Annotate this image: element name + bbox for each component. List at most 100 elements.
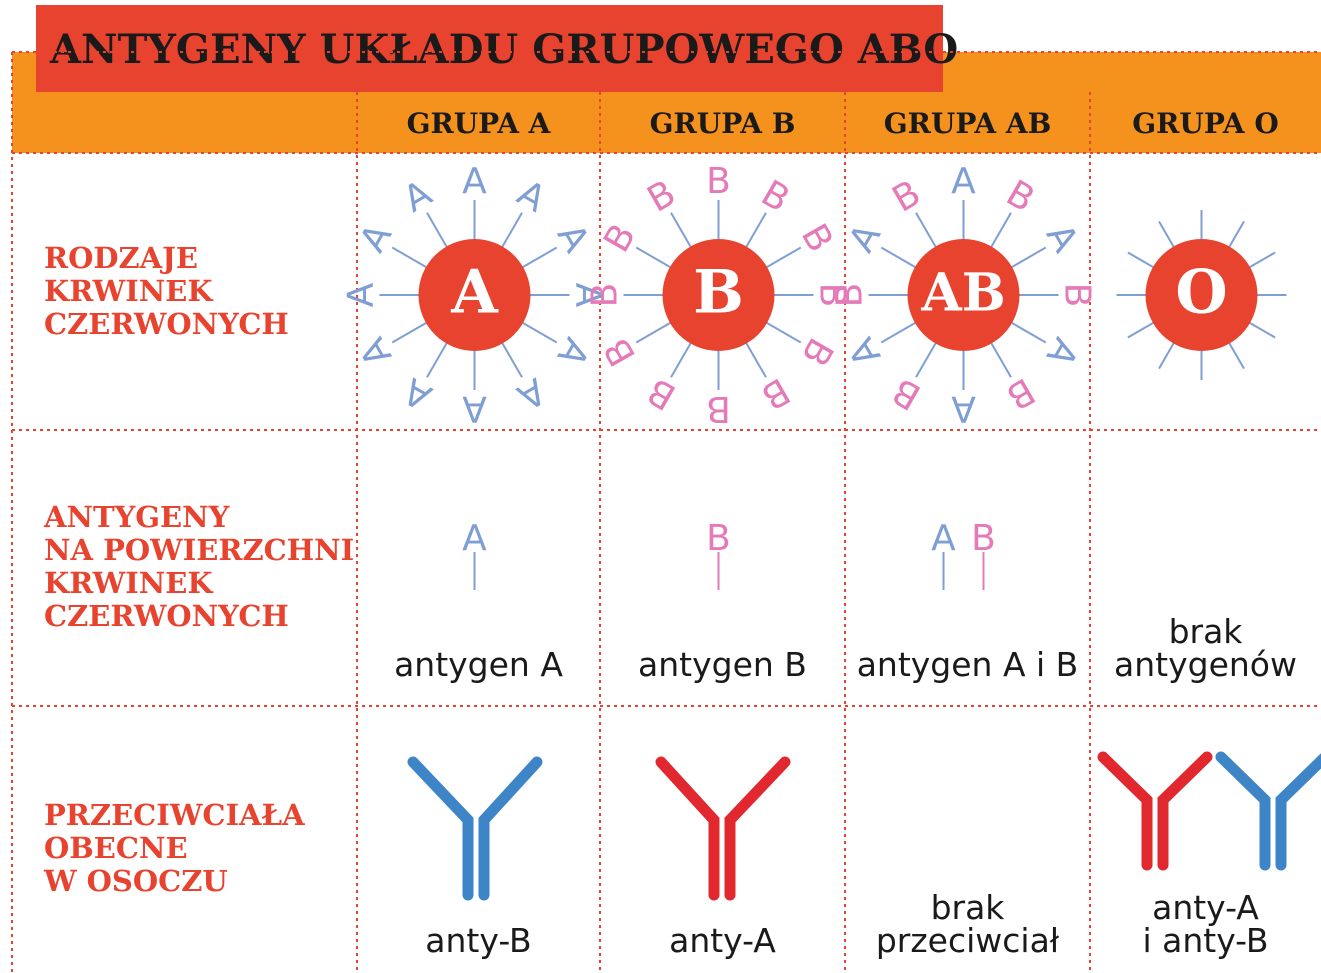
antigen-letter: A xyxy=(352,217,400,259)
antigen-letter: B xyxy=(585,283,626,308)
antigen-letter: B xyxy=(886,173,928,221)
spike xyxy=(517,319,558,344)
row-label: PRZECIWCIAŁA xyxy=(44,798,305,832)
row-label: CZERWONYCH xyxy=(44,307,289,341)
spike xyxy=(670,212,695,253)
antigen-letter: A xyxy=(1038,217,1086,259)
cell-label: O xyxy=(1175,258,1227,328)
antigen-letter: B xyxy=(706,388,731,429)
row-label: KRWINEK xyxy=(44,274,214,308)
antigen-text: brak xyxy=(1169,612,1244,651)
antigen-letter: A xyxy=(341,282,382,307)
antigen-symbol: B xyxy=(971,518,996,559)
spike xyxy=(498,212,523,253)
column-header: GRUPA O xyxy=(1132,107,1278,140)
column-header: GRUPA A xyxy=(407,107,552,140)
antigen-letter: A xyxy=(568,283,609,308)
red-cell xyxy=(662,239,775,351)
antigen-letter: A xyxy=(841,331,889,373)
antigen-letter: B xyxy=(999,369,1041,417)
spike xyxy=(635,246,676,271)
spike xyxy=(391,246,432,271)
cell-label: B xyxy=(693,258,744,328)
column-header: GRUPA AB xyxy=(884,107,1051,140)
antibody-text: brak xyxy=(931,888,1006,927)
antigen-letter: B xyxy=(793,331,841,373)
antigen-text: antygen B xyxy=(638,645,807,684)
antigen-text: antygen A i B xyxy=(857,645,1079,684)
row-label: CZERWONYCH xyxy=(44,599,289,633)
red-cell xyxy=(1145,239,1258,351)
antigen-text: antygen A xyxy=(394,645,563,684)
antigen-letter: A xyxy=(462,161,487,202)
antibody-text: anty-B xyxy=(425,921,531,960)
antigen-letter: A xyxy=(841,217,889,259)
title: ANTYGENY UKŁADU GRUPOWEGO ABO xyxy=(49,26,958,73)
column-header: GRUPA B xyxy=(650,107,796,140)
spike xyxy=(517,246,558,271)
antigen-letter: B xyxy=(886,369,928,417)
spike xyxy=(987,337,1012,378)
row-label: ANTYGENY xyxy=(43,500,230,534)
antigen-letter: B xyxy=(754,173,796,221)
antigen-letter: B xyxy=(999,173,1041,221)
antibody-text: anty-A xyxy=(669,921,776,960)
antigen-letter: B xyxy=(754,369,796,417)
spike xyxy=(426,212,451,253)
spike xyxy=(426,337,451,378)
row-label: NA POWIERZCHNI xyxy=(44,533,354,567)
antigen-letter: B xyxy=(641,173,683,221)
antibody-text: anty-A xyxy=(1152,888,1259,927)
row-label: KRWINEK xyxy=(44,566,214,600)
red-cell xyxy=(907,239,1020,351)
antigen-letter: B xyxy=(596,217,644,259)
antigen-letter: A xyxy=(397,173,439,221)
spike xyxy=(670,337,695,378)
row-label: RODZAJE xyxy=(44,241,198,275)
antigen-letter: B xyxy=(1057,283,1098,308)
spike xyxy=(1006,246,1047,271)
antigen-letter: B xyxy=(812,283,853,308)
spike xyxy=(915,212,940,253)
spike xyxy=(880,319,921,344)
spike xyxy=(742,212,767,253)
antibody-text: przeciwciał xyxy=(876,921,1060,960)
antigen-letter: A xyxy=(397,369,439,417)
antigen-symbol: A xyxy=(931,518,956,559)
antigen-letter: A xyxy=(462,388,487,429)
antigen-letter: A xyxy=(951,161,976,202)
antigen-letter: A xyxy=(1038,331,1086,373)
antigen-text: antygenów xyxy=(1114,645,1297,684)
spike xyxy=(880,246,921,271)
row-label: OBECNE xyxy=(44,831,188,865)
antigen-letter: A xyxy=(352,331,400,373)
antibody-icons xyxy=(407,751,1321,901)
antigen-letter: B xyxy=(830,283,871,308)
spike xyxy=(915,337,940,378)
antigen-letter: A xyxy=(510,369,552,417)
antibody-text: i anty-B xyxy=(1142,921,1268,960)
row-label: W OSOCZU xyxy=(43,864,228,898)
antigen-symbol: B xyxy=(706,518,731,559)
spike xyxy=(1006,319,1047,344)
red-cell xyxy=(418,239,531,351)
spike xyxy=(987,212,1012,253)
antigen-letter: A xyxy=(549,217,597,259)
spike xyxy=(391,319,432,344)
antigen-letter: A xyxy=(510,173,552,221)
antigen-letter: B xyxy=(706,161,731,202)
spike xyxy=(498,337,523,378)
cell-label: AB xyxy=(920,263,1005,324)
antigen-letter: B xyxy=(596,331,644,373)
antigen-letter: A xyxy=(549,331,597,373)
antigen-letter: B xyxy=(641,369,683,417)
title-box xyxy=(36,5,943,92)
antigen-symbol: A xyxy=(462,518,487,559)
cell-label: A xyxy=(450,258,499,328)
spike xyxy=(635,319,676,344)
spike xyxy=(761,246,802,271)
antigen-letter: B xyxy=(793,217,841,259)
spike xyxy=(761,319,802,344)
antigen-letter: A xyxy=(951,388,976,429)
